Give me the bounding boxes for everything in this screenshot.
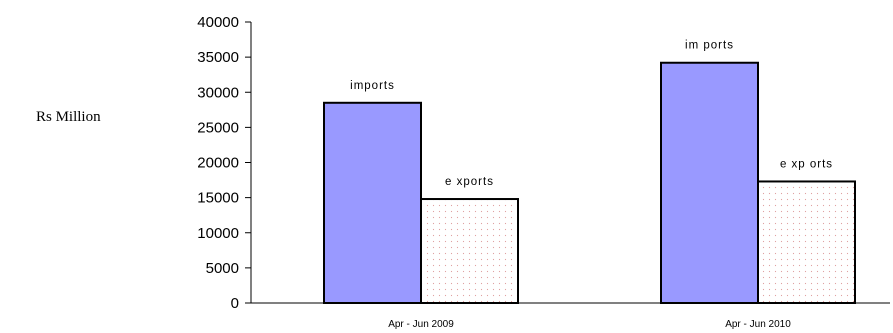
y-tick-label: 5000 [206,260,239,277]
category-label: Apr - Jun 2009 [388,319,454,330]
bar-label-imports: im ports [685,40,734,52]
bar-label-exports: e xports [445,176,494,188]
bar-label-exports: e xp orts [780,158,833,170]
bar-group [323,61,856,305]
category-label-group: Apr - Jun 2009 Apr - Jun 2010 [388,319,791,330]
y-tick-label: 25000 [197,119,239,136]
y-tick-label: 0 [231,295,239,312]
y-tick-label: 15000 [197,190,239,207]
y-tick-label: 40000 [197,14,239,31]
y-tick-label: 20000 [197,155,239,172]
y-tick-label: 35000 [197,49,239,66]
bar-exports-1 [420,198,519,304]
category-label: Apr - Jun 2010 [725,319,791,330]
bar-imports-1 [323,101,422,304]
y-tick-group: 0 5000 10000 15000 20000 25000 30000 35000 40000 [197,14,251,312]
y-axis-title: Rs Million [36,109,101,125]
bar-exports-2 [757,180,856,304]
bar-label-imports: imports [350,80,395,92]
bar-imports-2 [660,61,759,305]
y-tick-label: 30000 [197,84,239,101]
bar-label-group: imports e xports im ports e xp orts [350,40,833,188]
y-tick-label: 10000 [197,225,239,242]
